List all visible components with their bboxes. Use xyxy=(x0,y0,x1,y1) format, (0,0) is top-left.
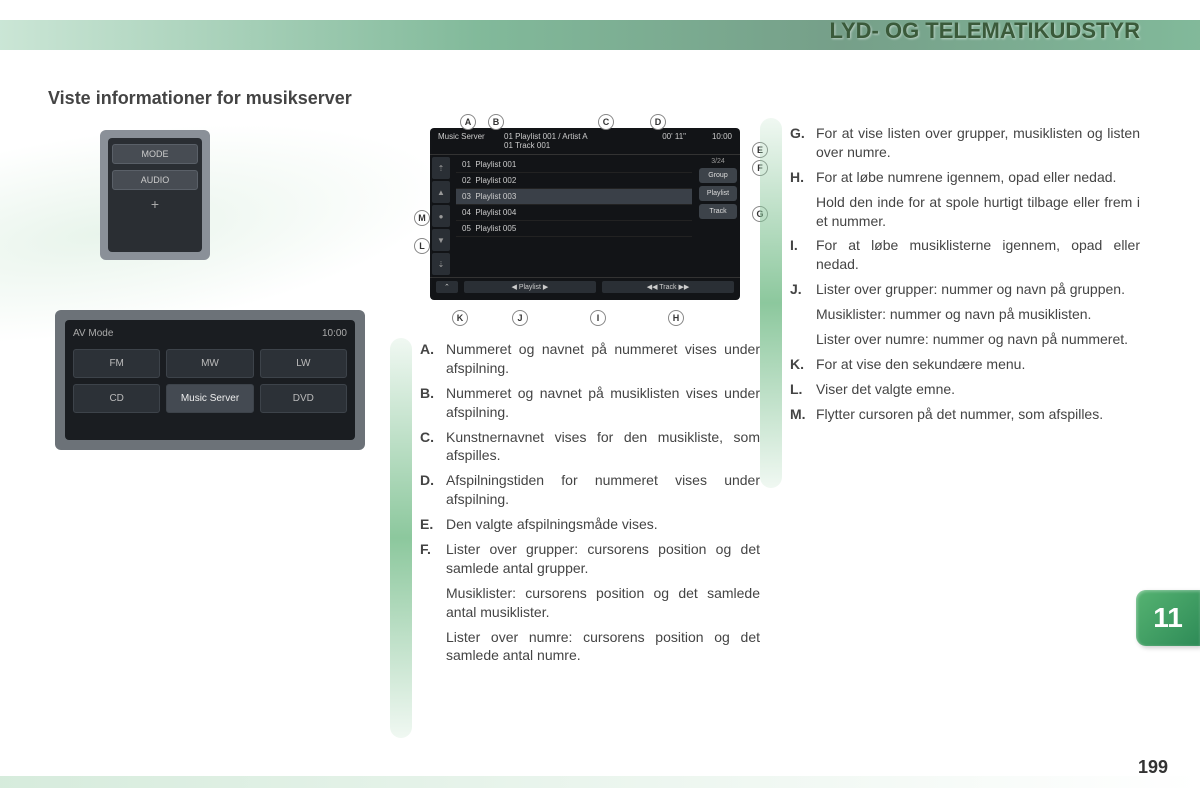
av-cell-fm[interactable]: FM xyxy=(73,349,160,378)
av-cell-mw[interactable]: MW xyxy=(166,349,253,378)
callout-m: M xyxy=(414,210,430,226)
music-counter: 3/24 xyxy=(699,158,737,165)
page-number: 199 xyxy=(1138,757,1168,778)
list-item[interactable]: 05 Playlist 005 xyxy=(456,221,692,237)
music-label: Music Server xyxy=(438,132,498,150)
music-playlist-line: 01 Playlist 001 / Artist A xyxy=(504,132,630,141)
callout-i: I xyxy=(590,310,606,326)
list-item[interactable]: 04 Playlist 004 xyxy=(456,205,692,221)
callout-c: C xyxy=(598,114,614,130)
separator-thumb xyxy=(760,118,782,488)
track-button[interactable]: Track xyxy=(699,204,737,219)
av-cell-dvd[interactable]: DVD xyxy=(260,384,347,413)
music-track-line: 01 Track 001 xyxy=(504,141,630,150)
group-button[interactable]: Group xyxy=(699,168,737,183)
list-item[interactable]: 02 Playlist 002 xyxy=(456,173,692,189)
av-mode-screen: AV Mode 10:00 FM MW LW CD Music Server D… xyxy=(55,310,365,450)
music-scroll-controls: ⇡ ▲ ● ▼ ⇣ xyxy=(430,155,452,277)
av-mode-label: AV Mode xyxy=(73,328,113,339)
callout-b: B xyxy=(488,114,504,130)
page-header: LYD- OG TELEMATIKUDSTYR xyxy=(830,18,1140,44)
definitions-column-2: G.For at vise listen over grupper, musik… xyxy=(790,124,1140,430)
av-clock: 10:00 xyxy=(322,328,347,339)
playlist-button[interactable]: Playlist xyxy=(699,186,737,201)
list-item[interactable]: 01 Playlist 001 xyxy=(456,157,692,173)
chapter-badge: 11 xyxy=(1136,590,1200,646)
callout-d: D xyxy=(650,114,666,130)
device-panel-buttons: MODE AUDIO + xyxy=(100,130,210,260)
down-icon[interactable]: ▼ xyxy=(432,229,450,251)
music-list: 01 Playlist 001 02 Playlist 002 03 Playl… xyxy=(452,155,696,277)
playlist-nav-button[interactable]: ◀ Playlist ▶ xyxy=(464,281,596,293)
track-nav-button[interactable]: ◀◀ Track ▶▶ xyxy=(602,281,734,293)
up-icon[interactable]: ▲ xyxy=(432,181,450,203)
cursor-icon[interactable]: ● xyxy=(432,205,450,227)
music-elapsed: 00' 11" xyxy=(636,132,686,150)
audio-button[interactable]: AUDIO xyxy=(112,170,198,190)
music-clock: 10:00 xyxy=(692,132,732,150)
callout-h: H xyxy=(668,310,684,326)
list-item[interactable]: 03 Playlist 003 xyxy=(456,189,692,205)
footer-stripe xyxy=(0,776,1200,788)
av-cell-lw[interactable]: LW xyxy=(260,349,347,378)
mode-button[interactable]: MODE xyxy=(112,144,198,164)
definitions-column-1: A.Nummeret og navnet på nummeret vises u… xyxy=(420,340,760,671)
music-server-screen: Music Server 01 Playlist 001 / Artist A … xyxy=(430,128,740,300)
callout-k: K xyxy=(452,310,468,326)
page-up-icon[interactable]: ⇡ xyxy=(432,157,450,179)
callout-a: A xyxy=(460,114,476,130)
av-cell-music-server[interactable]: Music Server xyxy=(166,384,253,413)
page-down-icon[interactable]: ⇣ xyxy=(432,253,450,275)
callout-l: L xyxy=(414,238,430,254)
separator-thumb xyxy=(390,338,412,738)
callout-j: J xyxy=(512,310,528,326)
plus-icon: + xyxy=(112,196,198,212)
av-cell-cd[interactable]: CD xyxy=(73,384,160,413)
menu-caret-button[interactable]: ⌃ xyxy=(436,281,458,293)
